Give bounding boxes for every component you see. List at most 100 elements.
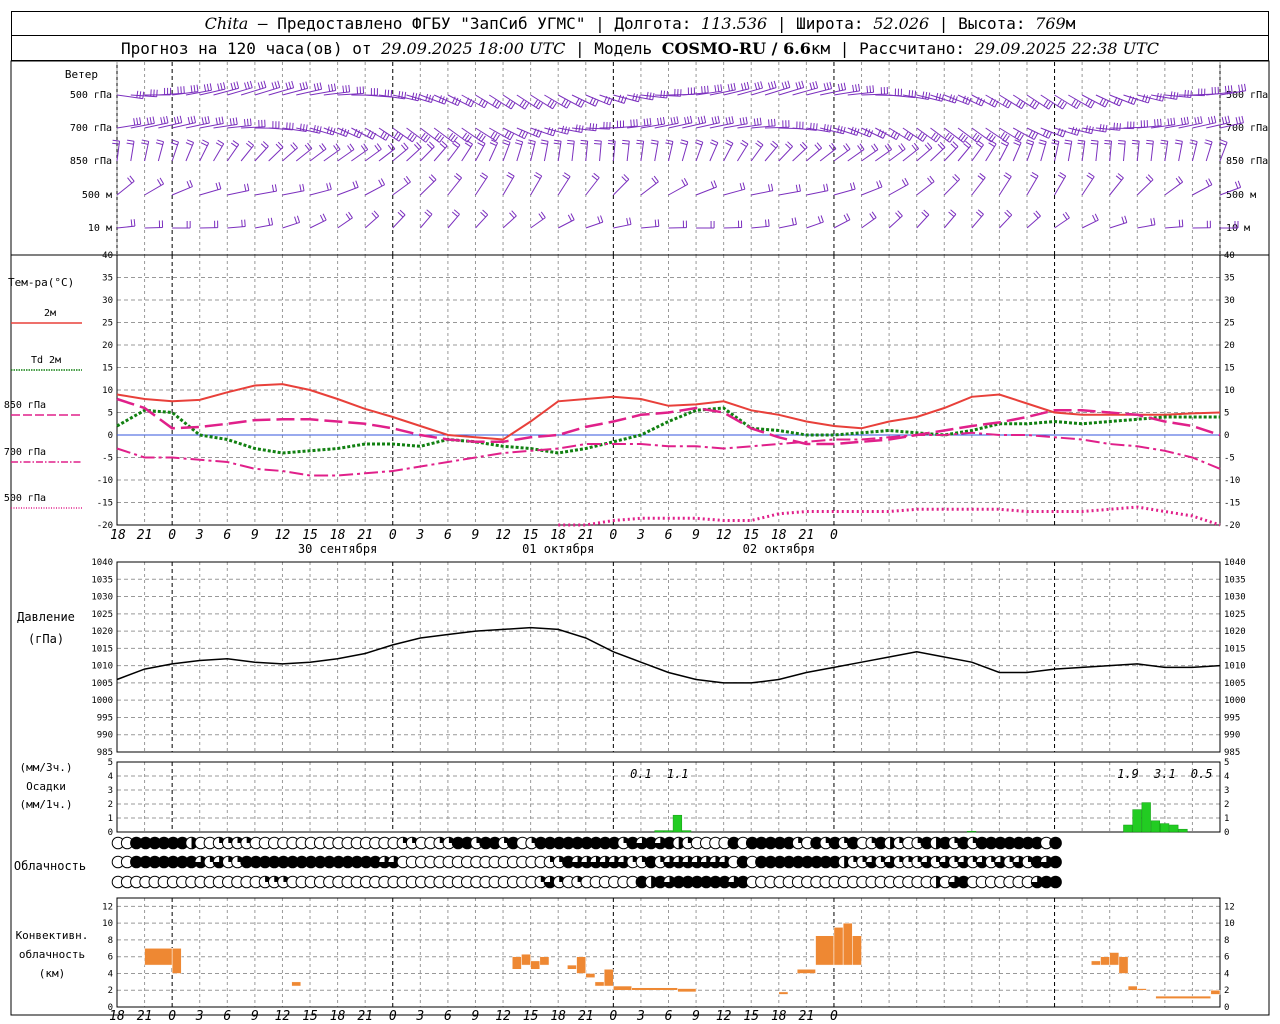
wind-barb [1137,94,1163,102]
wind-barb [1067,141,1073,162]
conv-time-tick: 21 [578,1009,594,1024]
wind-barb-feather [439,143,446,149]
wind-barb-feather [1019,134,1024,141]
cloud-circle [1049,855,1062,869]
wind-barb [419,213,433,229]
wind-barb-feather [924,144,930,151]
wind-barb-feather [497,102,502,109]
wind-barb-feather [626,218,629,226]
pres-frame [116,561,1221,753]
cloud-three-quarter [1040,856,1053,868]
wind-barb-feather [515,139,523,143]
wind-barb-feather [270,217,274,225]
wind-barb [530,217,546,229]
wind-barb [227,226,246,229]
wind-barb-feather [787,80,791,88]
wind-barb [1068,94,1092,109]
wind-barb [806,88,832,96]
wind-barb-feather [753,118,756,126]
wind-barb [998,176,1012,196]
wind-barb-feather [1117,173,1124,179]
wind-barb [406,127,427,143]
conv-ytick-left: 4 [108,969,113,979]
wind-barb-feather [163,116,166,124]
wind-barb [530,175,543,196]
wind-level-label-left: 700 гПа [70,123,112,134]
wind-barb-feather [849,183,853,191]
temp-ytick-right: 25 [1224,319,1235,329]
wind-barb-feather [326,183,329,191]
wind-barb-feather [563,172,571,177]
wind-barb-feather [1090,101,1095,109]
wind-barb-feather [1014,131,1019,138]
wind-barb-feather [457,98,462,106]
convective-bar [1137,988,1147,991]
temp-time-tick: 18 [110,528,126,543]
wind-barb [778,87,804,96]
wind-barb-feather [767,184,771,192]
wind-level-label-right: 700 гПа [1226,123,1268,134]
wind-barb-feather [960,134,966,141]
prec-ytick-left: 2 [108,800,113,810]
wind-barb-feather [950,209,957,215]
wind-barb [1178,141,1183,162]
wind-barb-feather [193,85,196,93]
wind-barb-feather [478,139,486,144]
wind-barb-feather [405,176,411,183]
wind-barb-feather [289,122,291,130]
wind-barb-feather [319,144,325,152]
wind-level-label-left: 500 гПа [70,90,112,101]
header-forecast-line: Прогноз на 120 часа(ов) от 29.09.2025 18… [11,35,1269,61]
wind-barb [1109,94,1135,105]
cloud-symbol [222,836,235,850]
wind-barb [1219,122,1244,129]
wind-barb-feather [1057,174,1065,180]
wind-barb-feather [243,119,246,127]
wind-barb-feather [618,94,622,102]
wind-barb [419,179,437,196]
wind-barb-feather [1162,94,1165,102]
wind-barb [488,94,512,110]
wind-barb-feather [840,126,843,134]
wind-barb [723,188,746,196]
conv-time-tick: 6 [444,1009,452,1024]
wind-barb [971,213,984,229]
wind-barb-feather [594,99,599,107]
wind-barb-feather [1241,84,1244,92]
wind-barb [737,87,763,96]
wind-barb-feather [1045,130,1050,138]
wind-barb-feather [1147,96,1151,104]
wind-barb-feather [307,142,313,149]
wind-barb [1150,94,1177,100]
pres-ytick-right: 1020 [1224,627,1246,637]
wind-barb-feather [746,81,750,89]
temp-ytick-right: 15 [1224,364,1235,374]
wind-barb [861,127,884,139]
wind-barb-feather [921,211,928,218]
cloud-symbol [865,855,879,869]
wind-barb-feather [826,82,830,90]
wind-barb-feather [554,139,562,142]
wind-barb-feather [770,81,774,89]
wind-barb [833,148,851,162]
wind-barb-feather [930,132,936,139]
wind-barb [1164,181,1183,196]
wind-barb [502,127,525,140]
wind-barb [723,123,748,129]
cloud-three-quarter [608,856,621,868]
temp-ytick-right: 35 [1224,274,1235,284]
wind-barb [378,148,396,162]
temp-time-tick: 0 [830,528,838,543]
convective-bar [631,987,678,991]
wind-barb-feather [288,81,292,89]
wind-barb-feather [492,99,497,106]
wind-barb-feather [232,117,235,125]
conv-time-tick: 15 [743,1009,759,1024]
wind-barb-feather [578,99,583,107]
wind-barb [888,148,906,162]
cloud-symbol [212,855,226,869]
wind-barb-feather [176,116,180,124]
wind-barb-feather [673,116,676,124]
wind-barb-feather [852,84,855,92]
convective-bar [539,956,550,966]
